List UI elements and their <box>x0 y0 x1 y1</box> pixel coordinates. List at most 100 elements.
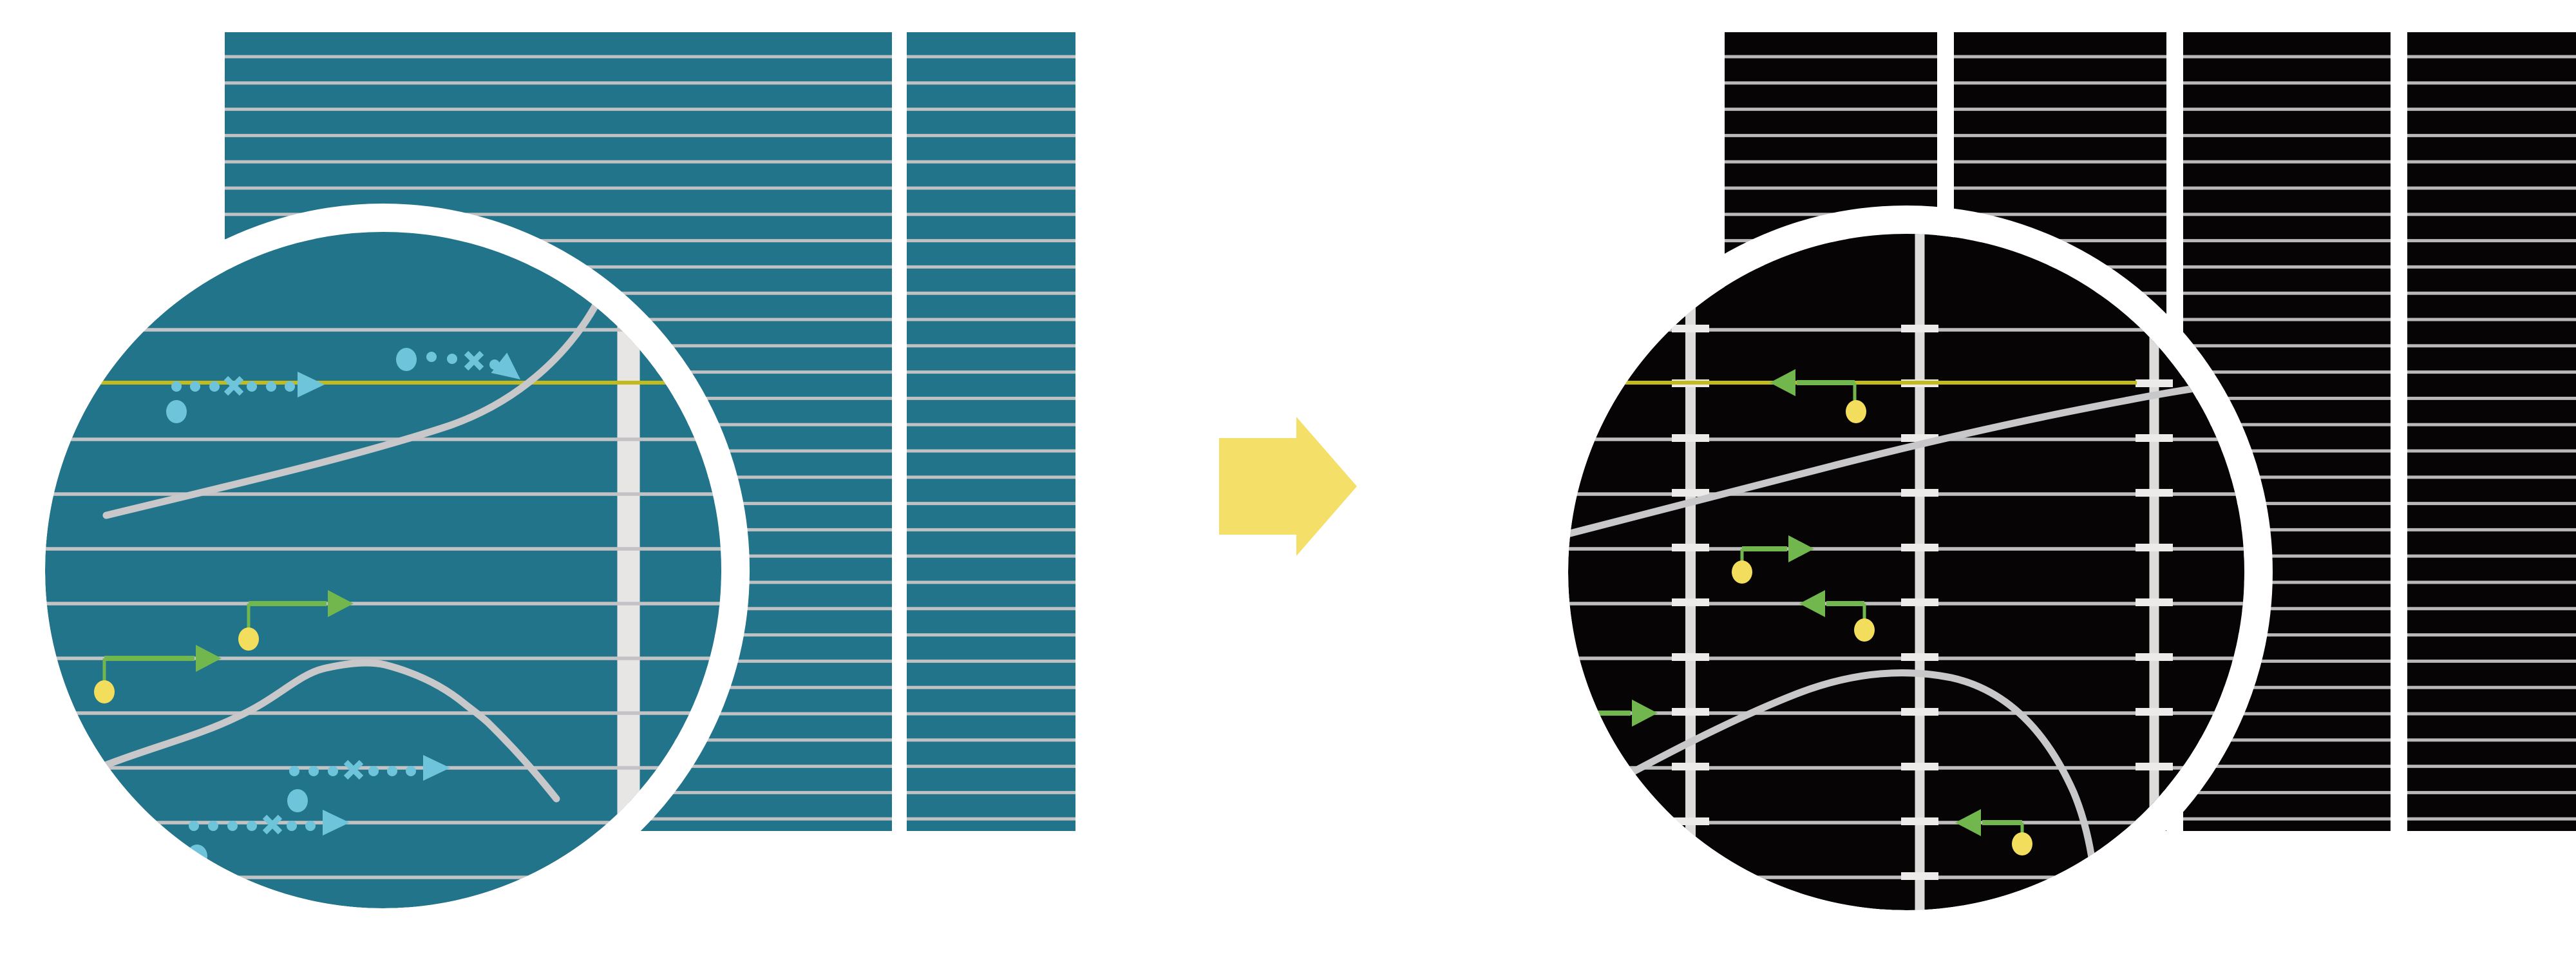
finger-line <box>2183 633 2391 637</box>
finger-line <box>225 213 892 216</box>
solder-pad <box>1901 325 1938 332</box>
hole-carrier-arrow <box>238 590 354 651</box>
finger-line <box>2407 160 2576 164</box>
finger-line <box>907 370 1075 374</box>
finger-line <box>2407 685 2576 689</box>
finger-line <box>907 659 1075 663</box>
busbar <box>1915 234 1925 910</box>
finger-line <box>907 423 1075 426</box>
finger-line <box>2183 108 2391 111</box>
finger-line <box>1954 186 2166 190</box>
finger-line <box>2407 765 2576 769</box>
electron-arrowhead-icon <box>323 810 350 836</box>
finger-line <box>2407 659 2576 663</box>
finger-line <box>907 765 1075 769</box>
finger-line <box>907 265 1075 269</box>
path-dot <box>247 821 257 831</box>
finger-line <box>907 186 1075 190</box>
cross-bar <box>223 376 244 396</box>
finger-line <box>2183 607 2391 611</box>
inset-finger-line <box>45 547 721 551</box>
finger-line <box>2407 633 2576 637</box>
carrier-arrowhead-icon <box>328 590 354 617</box>
solder-pad <box>1672 817 1709 825</box>
path-dot <box>247 381 257 392</box>
hole-carrier-arrow <box>1732 535 1814 584</box>
finger-line <box>2407 133 2576 137</box>
path-dot <box>266 381 276 392</box>
finger-line <box>2407 318 2576 321</box>
finger-line <box>225 186 892 190</box>
electron-dotted-arrow <box>189 810 350 836</box>
finger-line <box>907 607 1075 611</box>
inset-cell-background <box>45 232 721 908</box>
hole-ball <box>2012 832 2032 855</box>
finger-line <box>225 133 892 137</box>
finger-line <box>2183 318 2391 321</box>
hole-carrier-arrow <box>1799 590 1875 642</box>
finger-line <box>1725 186 1937 190</box>
solder-pad <box>1901 653 1938 661</box>
finger-line <box>2407 108 2576 111</box>
finger-line <box>907 817 1075 821</box>
finger-line <box>2407 81 2576 85</box>
finger-line <box>2407 239 2576 243</box>
finger-line <box>225 239 892 243</box>
magnifier-inset-multibusbar <box>1540 205 2273 939</box>
finger-line <box>907 81 1075 85</box>
finger-line <box>2183 291 2391 295</box>
magnifier-ring <box>17 204 750 937</box>
wavy-texture-line <box>1568 381 2219 537</box>
path-dot <box>447 354 457 364</box>
finger-line <box>2183 528 2391 531</box>
carrier-arrowhead-icon <box>1788 535 1814 562</box>
solder-pad <box>2136 598 2173 606</box>
finger-line <box>225 55 892 59</box>
solder-pad <box>1672 544 1709 551</box>
finger-line <box>907 449 1075 453</box>
finger-line <box>2183 659 2391 663</box>
path-dot <box>171 381 182 392</box>
finger-line <box>1954 213 2166 216</box>
hole-ball <box>1732 560 1752 584</box>
finger-line <box>907 133 1075 137</box>
finger-line <box>2407 423 2576 426</box>
finger-line <box>907 790 1075 794</box>
magnifier-inset-multibusbar-content <box>1568 234 2244 910</box>
solder-pad <box>2136 379 2173 387</box>
solder-pad <box>1901 817 1938 825</box>
finger-line <box>907 475 1075 479</box>
finger-line <box>2183 423 2391 426</box>
hole-carrier-arrow <box>1955 809 2032 855</box>
finger-line <box>2183 55 2391 59</box>
magnifier-inset-standard-content <box>45 232 721 908</box>
finger-line <box>2407 580 2576 584</box>
inset-finger-line <box>45 875 721 879</box>
finger-line <box>2183 554 2391 558</box>
solder-pad <box>1901 708 1938 716</box>
standard-module-cell-2 <box>907 32 1075 831</box>
electron-dotted-arrow <box>289 755 450 781</box>
inset-cell-background <box>1568 234 2244 910</box>
hole-carrier-arrow <box>1770 369 1866 423</box>
path-dot <box>190 381 200 392</box>
finger-line <box>907 685 1075 689</box>
finger-line <box>2183 265 2391 269</box>
solder-pad <box>2136 544 2173 551</box>
finger-line <box>907 502 1075 506</box>
finger-line <box>2407 186 2576 190</box>
loss-cross-icon <box>262 814 283 835</box>
electron-ball <box>166 400 187 423</box>
finger-line <box>2407 475 2576 479</box>
finger-line <box>2407 213 2576 216</box>
carrier-arrowhead-icon <box>196 645 222 672</box>
finger-line <box>2183 344 2391 348</box>
electron-ball <box>287 789 308 812</box>
finger-line <box>2183 502 2391 506</box>
finger-line <box>2183 712 2391 716</box>
finger-line <box>1954 55 2166 59</box>
finger-line <box>1725 108 1937 111</box>
inset-finger-line <box>45 492 721 496</box>
